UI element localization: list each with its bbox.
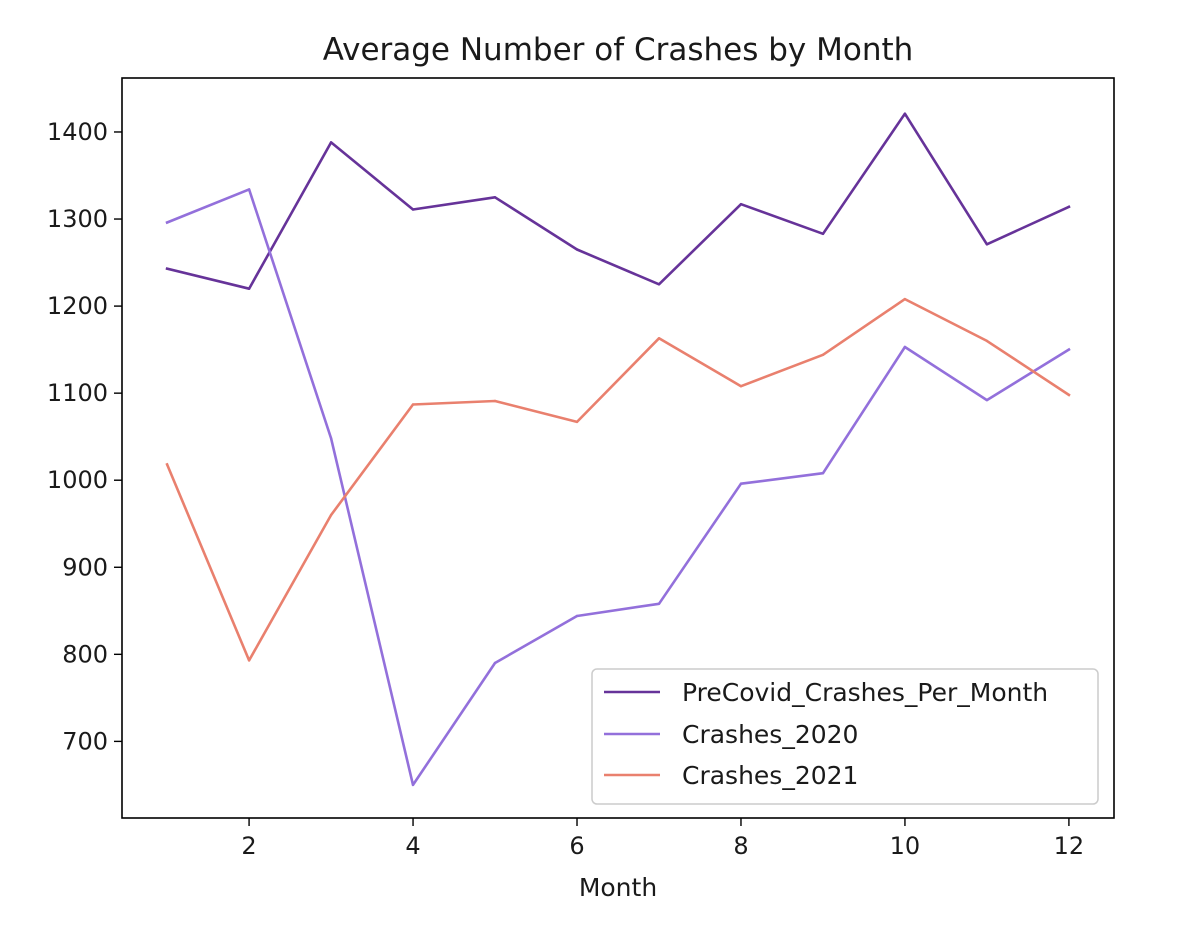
data-point — [329, 141, 333, 144]
data-point — [411, 403, 415, 406]
data-point — [985, 339, 989, 343]
x-tick-label: 6 — [569, 832, 584, 860]
plot-lines — [165, 112, 1071, 787]
data-point — [821, 232, 825, 235]
x-axis-label: Month — [579, 873, 657, 902]
data-point — [411, 208, 415, 211]
x-tick-label: 12 — [1054, 832, 1085, 860]
legend-label-2020: Crashes_2020 — [682, 720, 858, 749]
plot-frame — [121, 77, 1115, 819]
y-tick-label: 1000 — [47, 466, 108, 494]
x-tick-label: 4 — [405, 832, 420, 860]
data-point — [903, 345, 907, 349]
legend-box — [591, 668, 1099, 805]
data-point — [165, 463, 169, 466]
data-point — [657, 283, 661, 286]
legend: PreCovid_Crashes_Per_Month Crashes_2020 … — [591, 668, 1099, 805]
y-tick-label: 800 — [62, 640, 108, 668]
y-tick-label: 1100 — [47, 379, 108, 407]
x-tick-label: 8 — [733, 832, 748, 860]
chart-title: Average Number of Crashes by Month — [323, 32, 914, 68]
y-tick-label: 1300 — [47, 205, 108, 233]
data-point — [575, 420, 579, 424]
data-point — [657, 337, 661, 340]
series-line-0 — [165, 112, 1071, 291]
series-line-2 — [165, 297, 1071, 662]
data-point — [575, 248, 579, 251]
data-point — [493, 196, 497, 199]
y-tick-label: 700 — [62, 727, 108, 755]
data-point — [247, 287, 251, 290]
data-point — [1067, 348, 1071, 351]
data-point — [985, 398, 989, 402]
legend-label-precovid: PreCovid_Crashes_Per_Month — [682, 678, 1048, 707]
data-point — [739, 385, 743, 388]
data-point — [575, 614, 579, 618]
data-point — [739, 482, 743, 485]
data-point — [165, 267, 169, 270]
x-tick-label: 10 — [890, 832, 921, 860]
y-axis-ticks: 700 800 900 1000 1100 1200 1300 1400 — [47, 118, 122, 755]
data-point — [903, 112, 907, 115]
y-tick-label: 1200 — [47, 292, 108, 320]
data-point — [165, 221, 169, 224]
data-point — [903, 297, 907, 301]
data-point — [329, 513, 333, 517]
y-tick-label: 900 — [62, 553, 108, 581]
data-point — [247, 188, 251, 191]
data-point — [493, 661, 497, 665]
data-point — [411, 783, 415, 787]
data-point — [739, 203, 743, 206]
legend-label-2021: Crashes_2021 — [682, 761, 858, 790]
y-tick-label: 1400 — [47, 118, 108, 146]
data-point — [1067, 205, 1071, 208]
x-tick-label: 2 — [241, 832, 256, 860]
data-point — [821, 353, 825, 356]
data-point — [493, 399, 497, 403]
x-axis-ticks: 2 4 6 8 10 12 — [241, 818, 1084, 860]
series-line-1 — [165, 188, 1071, 787]
data-point — [247, 659, 251, 662]
data-point — [657, 602, 661, 605]
data-point — [821, 472, 825, 475]
data-point — [329, 437, 333, 440]
data-point — [1067, 393, 1071, 397]
data-point — [985, 243, 989, 246]
